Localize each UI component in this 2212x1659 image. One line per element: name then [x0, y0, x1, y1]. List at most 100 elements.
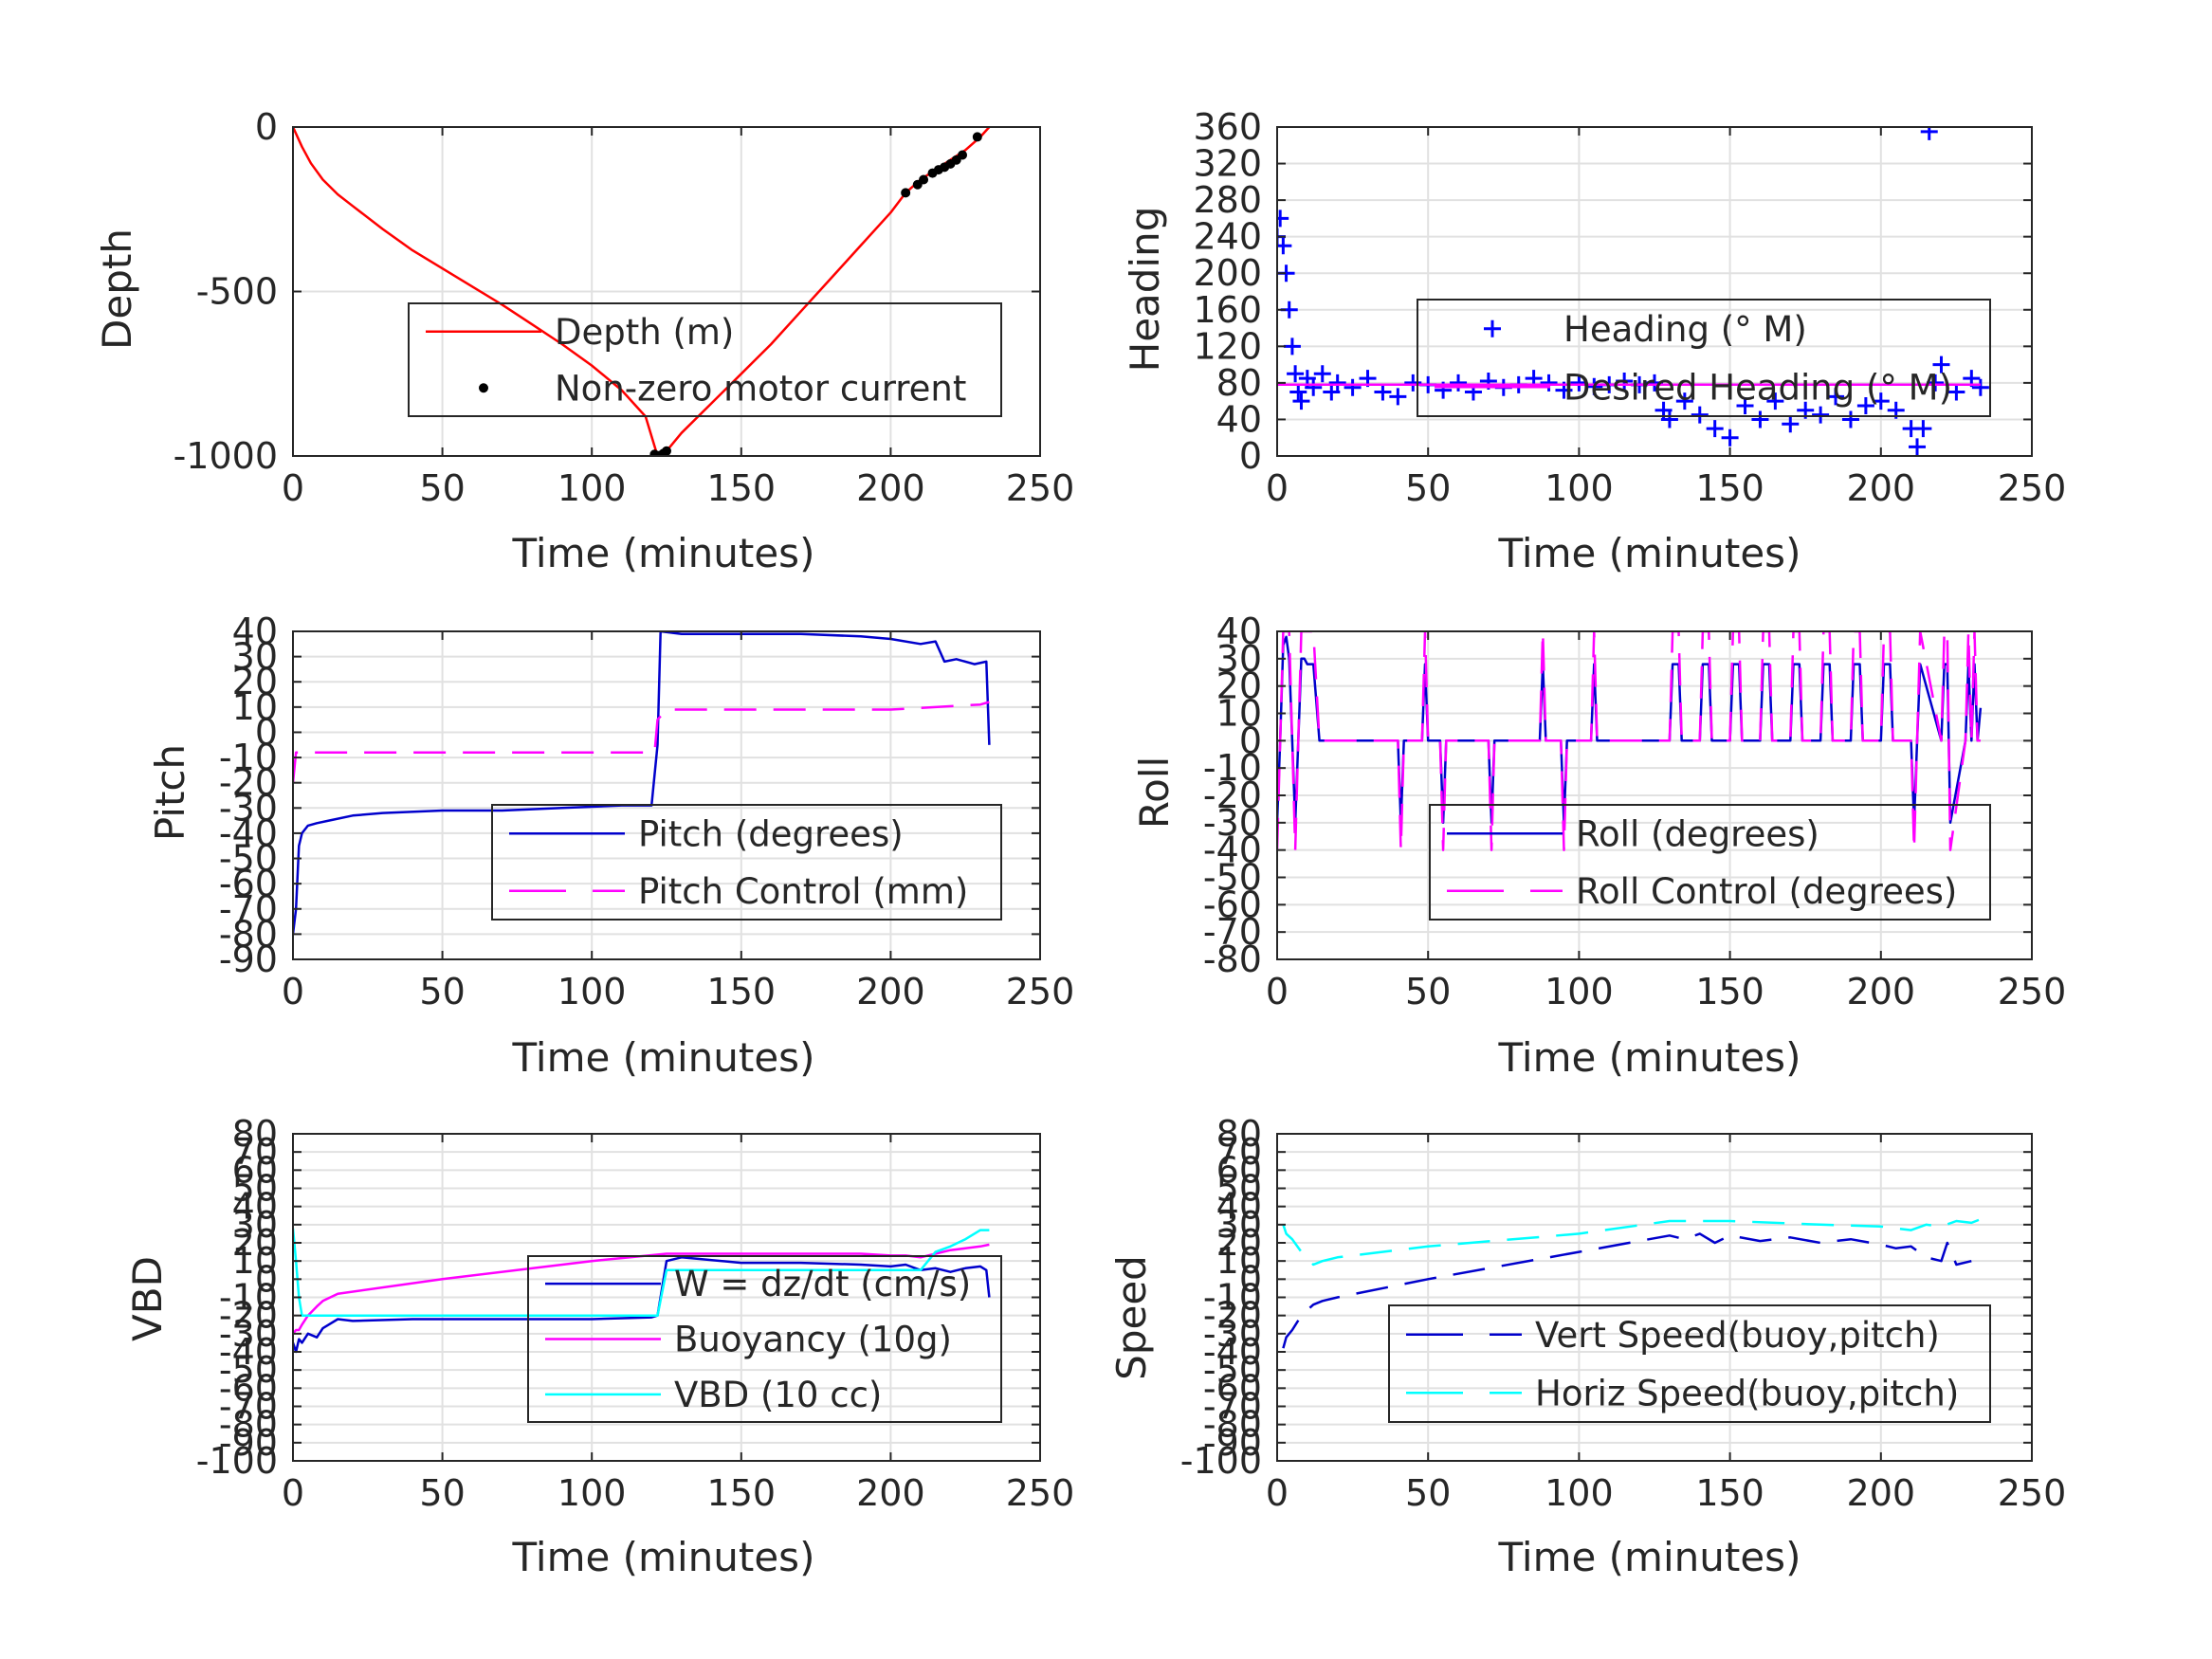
heading-legend-label: Desired Heading (° M) — [1563, 367, 1952, 408]
vbd-legend-label: W = dz/dt (cm/s) — [674, 1264, 971, 1304]
vbd-x-tick-label: 0 — [282, 1472, 304, 1514]
heading-x-tick-label: 150 — [1695, 467, 1764, 509]
speed-y-tick-label: 60 — [1216, 1149, 1262, 1191]
roll-y-axis-label: Roll — [1131, 757, 1178, 829]
speed-y-tick-label: -70 — [1203, 1386, 1262, 1428]
roll-y-tick-label: -30 — [1203, 802, 1262, 844]
depth-y-axis-label: Depth — [94, 228, 140, 350]
vbd-x-tick-label: 50 — [419, 1472, 465, 1514]
pitch-x-tick-label: 100 — [558, 971, 627, 1012]
pitch-x-tick-label: 200 — [856, 971, 925, 1012]
depth-legend: Depth (m) Non-zero motor current — [408, 302, 1002, 417]
vbd-tick-marks — [292, 1133, 1041, 1462]
pitch-panel: Time (minutes) Pitch 0 50 100 150 200 2504030… — [147, 611, 1074, 1081]
pitch-axes-box — [292, 630, 1041, 960]
pitch-tick-marks — [292, 630, 1041, 960]
heading-series-1-marker — [1932, 356, 1950, 374]
heading-y-tick-label: 360 — [1193, 106, 1262, 148]
speed-y-tick-label: 50 — [1216, 1168, 1262, 1210]
pitch-series-group — [293, 631, 991, 935]
heading-series-1-marker — [1289, 383, 1307, 401]
depth-series-2-point — [958, 150, 968, 160]
vbd-y-tick-label: 80 — [232, 1113, 278, 1155]
speed-y-tick-label: 30 — [1216, 1204, 1262, 1246]
vbd-x-tick-label: 250 — [1006, 1472, 1075, 1514]
heading-series-1-marker — [1751, 410, 1769, 428]
heading-x-tick-label: 100 — [1545, 467, 1614, 509]
speed-series-group — [1282, 1217, 1982, 1349]
heading-legend-swatch — [1484, 319, 1501, 337]
heading-series-1-marker — [1313, 365, 1331, 383]
pitch-y-tick-label: -90 — [219, 939, 278, 980]
heading-y-tick-label: 200 — [1193, 252, 1262, 294]
pitch-y-tick-label: 0 — [255, 711, 278, 753]
speed-x-tick-label: 100 — [1545, 1472, 1614, 1514]
roll-y-tick-label: -10 — [1203, 747, 1262, 789]
speed-y-tick-label: -40 — [1203, 1331, 1262, 1373]
pitch-y-tick-label: -20 — [219, 762, 278, 804]
heading-y-tick-label: 240 — [1193, 216, 1262, 258]
roll-y-tick-label: -50 — [1203, 857, 1262, 899]
vbd-x-axis-label: Time (minutes) — [512, 1534, 815, 1580]
roll-y-tick-label: 0 — [1239, 720, 1262, 761]
roll-x-tick-label: 100 — [1545, 971, 1614, 1012]
heading-x-tick-label: 0 — [1266, 467, 1289, 509]
speed-legend-label: Vert Speed(buoy,pitch) — [1535, 1315, 1940, 1356]
heading-series-1-marker — [1706, 420, 1724, 438]
roll-y-tick-label: -40 — [1203, 830, 1262, 871]
pitch-y-tick-label: -40 — [219, 812, 278, 854]
depth-x-tick-label: 150 — [707, 467, 777, 509]
vbd-legend-label: VBD (10 cc) — [674, 1375, 882, 1415]
depth-series-2-point — [919, 174, 929, 185]
heading-series-1-marker — [1927, 374, 1945, 392]
depth-x-tick-label: 200 — [856, 467, 925, 509]
heading-legend: Heading (° M) Desired Heading (° M) — [1417, 299, 1991, 417]
vbd-y-tick-label: -70 — [219, 1386, 278, 1428]
speed-tick-marks — [1276, 1133, 2033, 1462]
speed-series-1-line — [1282, 1232, 1972, 1349]
heading-series-1-marker — [1920, 127, 1938, 140]
speed-x-axis-label: Time (minutes) — [1498, 1534, 1801, 1580]
vbd-legend-label: Buoyancy (10g) — [674, 1320, 952, 1360]
speed-y-tick-label: 80 — [1216, 1113, 1262, 1155]
pitch-y-tick-label: 30 — [232, 636, 278, 678]
vbd-y-tick-label: -80 — [219, 1404, 278, 1446]
roll-y-tick-label: -20 — [1203, 775, 1262, 816]
heading-series-1-marker — [1909, 438, 1927, 456]
roll-x-tick-label: 150 — [1695, 971, 1764, 1012]
roll-x-tick-label: 0 — [1266, 971, 1289, 1012]
heading-y-tick-label: 80 — [1216, 362, 1262, 404]
roll-x-tick-label: 250 — [1998, 971, 2067, 1012]
speed-x-tick-label: 200 — [1847, 1472, 1916, 1514]
speed-y-tick-label: -90 — [1203, 1422, 1262, 1464]
pitch-legend-box — [491, 804, 1002, 921]
pitch-plot-area — [293, 631, 1040, 959]
heading-series-1-marker — [1450, 374, 1468, 392]
heading-series-1-marker — [1872, 392, 1890, 410]
depth-y-tick-label: -500 — [196, 271, 278, 313]
pitch-y-tick-label: -50 — [219, 838, 278, 880]
depth-tick-marks — [292, 126, 1041, 457]
heading-y-tick-label: 160 — [1193, 289, 1262, 331]
speed-y-tick-label: -80 — [1203, 1404, 1262, 1446]
heading-series-1-marker — [1766, 392, 1784, 410]
speed-y-axis-label: Speed — [1108, 1255, 1155, 1380]
depth-x-tick-label: 0 — [282, 467, 304, 509]
speed-y-tick-label: -10 — [1203, 1277, 1262, 1319]
depth-x-tick-label: 50 — [419, 467, 465, 509]
speed-legend: Vert Speed(buoy,pitch) Horiz Speed(buoy,p… — [1388, 1304, 1991, 1423]
depth-panel: Time (minutes) Depth 0 50 100 150 200 250 0 -50… — [94, 106, 1074, 576]
heading-series-1-marker — [1305, 378, 1323, 396]
vbd-x-tick-label: 200 — [856, 1472, 925, 1514]
depth-series-2-point — [662, 446, 671, 456]
depth-legend-label: Depth (m) — [555, 312, 734, 353]
heading-series-1-marker — [1691, 406, 1709, 424]
speed-y-tick-label: 0 — [1239, 1258, 1262, 1300]
pitch-y-tick-label: -60 — [219, 863, 278, 904]
heading-series-1-marker — [1856, 396, 1874, 414]
heading-legend-box — [1417, 299, 1991, 417]
vbd-legend: W = dz/dt (cm/s) Buoyancy (10g) VBD (10 cc… — [527, 1255, 1002, 1423]
heading-series-1-marker — [1971, 378, 1989, 396]
vbd-y-tick-label: 10 — [232, 1240, 278, 1282]
heading-series-1-marker — [1827, 388, 1845, 406]
